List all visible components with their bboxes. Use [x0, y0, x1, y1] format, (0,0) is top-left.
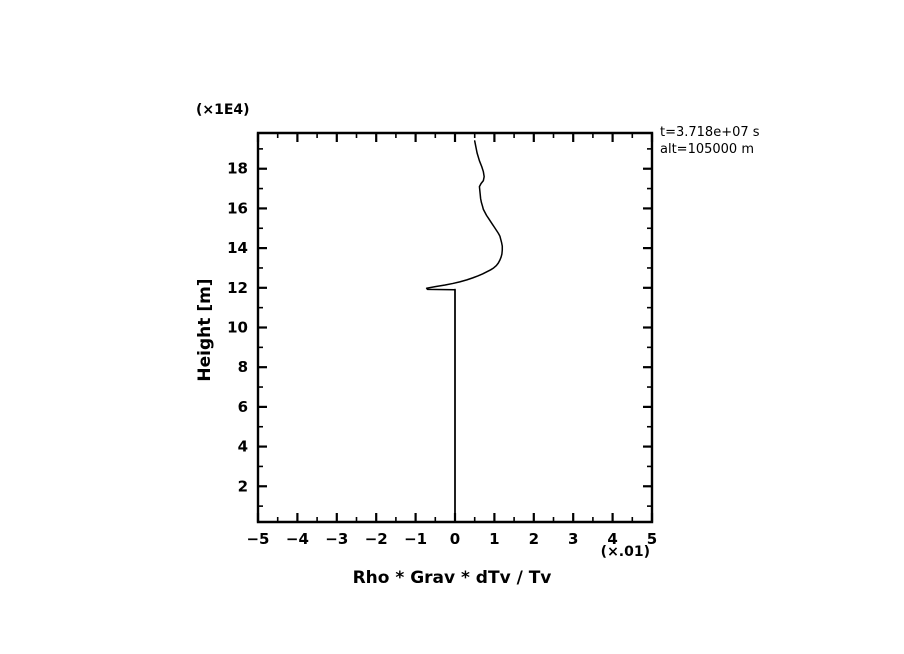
- x-tick-label: 2: [529, 530, 539, 548]
- annotation-altitude: alt=105000 m: [660, 142, 754, 157]
- x-tick-label: 4: [607, 530, 617, 548]
- x-axis-tick-labels: −5 −4 −3 −2 −1 0 1 2 3 4 5: [246, 530, 657, 548]
- y-tick-label: 12: [227, 279, 248, 297]
- y-tick-label: 4: [238, 438, 248, 456]
- x-tick-label: −5: [246, 530, 269, 548]
- x-tick-label: 5: [647, 530, 657, 548]
- y-axis-multiplier-label: (×1E4): [196, 102, 250, 118]
- x-tick-label: −4: [286, 530, 309, 548]
- x-tick-label: −2: [365, 530, 388, 548]
- y-axis-ticks: [258, 148, 652, 507]
- x-axis-title: Rho * Grav * dTv / Tv: [353, 568, 552, 588]
- y-axis-tick-labels: 2 4 6 8 10 12 14 16 18: [227, 160, 248, 496]
- y-tick-label: 6: [238, 398, 248, 416]
- y-tick-label: 14: [227, 239, 248, 257]
- x-tick-label: 3: [568, 530, 578, 548]
- y-tick-label: 2: [238, 477, 248, 495]
- y-axis-title: Height [m]: [195, 278, 215, 381]
- y-tick-label: 18: [227, 160, 248, 178]
- x-tick-label: −3: [325, 530, 348, 548]
- data-series-layer: [425, 140, 504, 523]
- x-axis-multiplier-label: (×.01): [601, 544, 650, 560]
- y-tick-label: 10: [227, 319, 248, 337]
- annotation-time: t=3.718e+07 s: [660, 125, 760, 140]
- x-tick-label: 0: [450, 530, 460, 548]
- x-tick-label: −1: [404, 530, 427, 548]
- y-tick-label: 16: [227, 199, 248, 217]
- x-tick-label: 1: [489, 530, 499, 548]
- y-tick-label: 8: [238, 358, 248, 376]
